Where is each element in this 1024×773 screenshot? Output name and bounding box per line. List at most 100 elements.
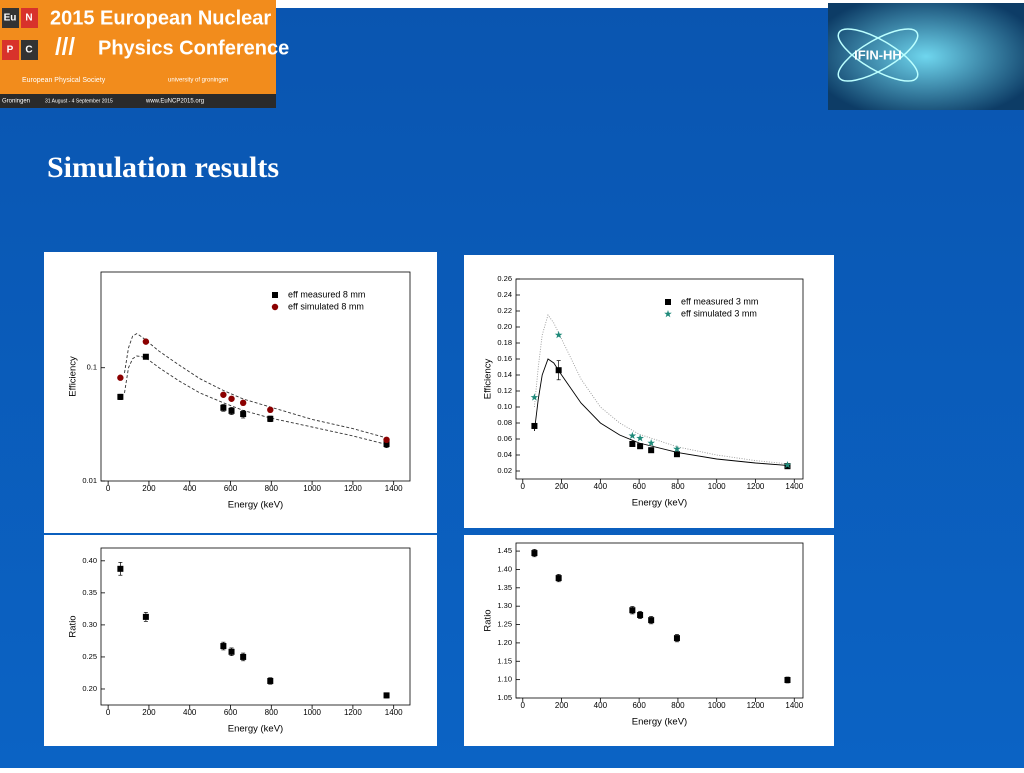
legend-marker (271, 303, 279, 311)
logo-text: www.EuNCP2015.org (145, 99, 204, 105)
marker (673, 445, 681, 453)
y-tick-label: 0.22 (497, 306, 512, 315)
marker (142, 353, 149, 360)
slide-title: Simulation results (47, 151, 279, 184)
marker (531, 422, 538, 429)
x-tick-label: 0 (521, 701, 526, 710)
marker (530, 393, 539, 401)
x-tick-label: 800 (671, 482, 685, 491)
x-axis-label: Energy (keV) (228, 500, 283, 511)
logo-letter: N (25, 13, 32, 24)
y-tick-label: 1.40 (497, 564, 512, 573)
y-tick-label: 0.08 (497, 418, 512, 427)
x-axis-label: Energy (keV) (228, 724, 283, 735)
axes-frame (515, 278, 804, 480)
logo-text: Groningen (2, 99, 30, 105)
x-tick-label: 200 (555, 701, 569, 710)
x-tick-label: 800 (265, 708, 279, 717)
x-tick-label: 1400 (785, 482, 803, 491)
x-tick-label: 1000 (303, 484, 321, 493)
chart-panel (464, 255, 834, 528)
fit-curve (124, 355, 387, 445)
y-tick-label: 1.45 (497, 546, 512, 555)
marker (383, 441, 390, 448)
marker (783, 461, 792, 469)
x-tick-label: 1000 (708, 482, 726, 491)
axes-frame (100, 547, 411, 706)
y-tick-label: 1.30 (497, 601, 512, 610)
logo-letter: C (25, 45, 32, 56)
logo-text: 31 August - 4 September 2015 (45, 98, 113, 104)
marker (628, 431, 637, 440)
x-tick-label: 200 (555, 482, 569, 491)
marker (673, 451, 680, 458)
marker (629, 607, 636, 614)
y-tick-label: 0.06 (497, 434, 512, 443)
marker (383, 692, 390, 699)
x-tick-label: 1400 (385, 484, 403, 493)
marker (240, 653, 247, 660)
marker (629, 440, 636, 447)
x-axis-label: Energy (keV) (632, 717, 687, 728)
marker (554, 331, 563, 339)
y-tick-label: 0.14 (497, 370, 512, 379)
x-tick-label: 1000 (708, 701, 726, 710)
marker (117, 565, 124, 572)
x-tick-label: 400 (183, 708, 197, 717)
logo-line: Physics Conference (98, 37, 289, 59)
x-tick-label: 200 (142, 708, 156, 717)
euncp-logo: Eu N P C 2015 European Nuclear Physics C… (0, 0, 289, 108)
legend-marker (665, 299, 671, 305)
y-axis-label: Ratio (68, 615, 79, 637)
marker (117, 393, 124, 400)
y-tick-label: 0.25 (82, 652, 97, 661)
top-strip (0, 0, 1024, 8)
x-tick-label: 1200 (747, 482, 765, 491)
x-tick-label: 1200 (344, 708, 362, 717)
marker (784, 677, 791, 684)
y-tick-label: 1.20 (497, 638, 512, 647)
marker (636, 434, 644, 442)
x-tick-label: 600 (224, 484, 238, 493)
y-tick-label: 0.26 (497, 274, 512, 283)
x-tick-label: 0 (521, 482, 526, 491)
axes-frame (515, 542, 804, 699)
marker (637, 611, 644, 618)
x-tick-label: 600 (632, 701, 646, 710)
x-tick-label: 800 (671, 701, 685, 710)
legend-label: eff measured 3 mm (681, 296, 758, 306)
x-tick-label: 400 (594, 701, 608, 710)
fit-curve (533, 313, 788, 465)
marker (267, 406, 274, 414)
x-tick-label: 400 (594, 482, 608, 491)
axes-frame (100, 271, 411, 482)
legend-label: eff simulated 3 mm (681, 308, 757, 318)
y-tick-label: 1.25 (497, 620, 512, 629)
marker (267, 415, 274, 422)
chart-panel (44, 252, 437, 533)
x-tick-label: 1000 (303, 708, 321, 717)
x-tick-label: 1200 (344, 484, 362, 493)
x-tick-label: 0 (106, 708, 111, 717)
marker (142, 613, 149, 620)
y-tick-label: 1.15 (497, 656, 512, 665)
marker (555, 367, 562, 374)
y-tick-label: 0.01 (82, 476, 97, 485)
y-tick-label: 1.35 (497, 583, 512, 592)
fit-curve (533, 358, 788, 466)
marker (117, 374, 124, 381)
y-tick-label: 0.40 (82, 556, 97, 565)
marker (142, 338, 150, 345)
logo-letter: P (7, 45, 14, 56)
y-axis-label: Efficiency (68, 356, 79, 397)
y-tick-label: 0.02 (497, 466, 512, 475)
y-tick-label: 0.35 (82, 588, 97, 597)
y-tick-label: 0.20 (82, 684, 97, 693)
logo-text: European Physical Society (22, 77, 106, 84)
y-tick-label: 1.05 (497, 693, 512, 702)
marker (239, 399, 247, 407)
y-tick-label: 1.10 (497, 675, 512, 684)
y-tick-label: 0.10 (497, 402, 512, 411)
logo-text: IFIN-HH (854, 47, 902, 62)
